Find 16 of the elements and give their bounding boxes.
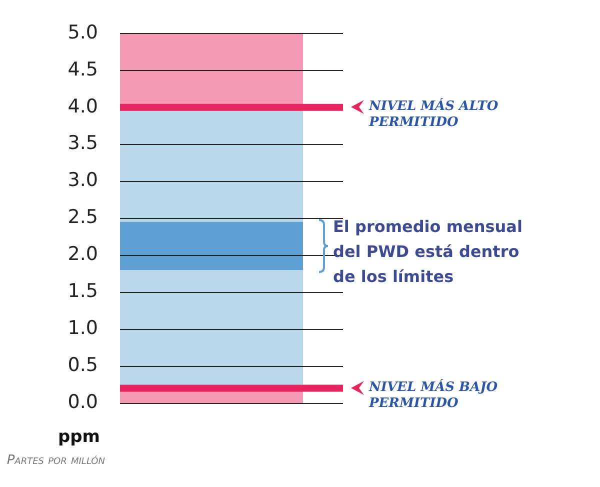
- y-axis-title: ppm: [56, 427, 100, 447]
- text: Partes por millón: [6, 453, 105, 468]
- band-label: El promedio mensual del PWD está dentro de los límites: [333, 216, 524, 288]
- y-tick-label: 1.0: [68, 317, 98, 340]
- ref-line-label: NIVEL MÁS ALTO PERMITIDO: [369, 99, 500, 132]
- ref-line-label: NIVEL MÁS BAJO PERMITIDO: [369, 380, 499, 412]
- y-tick-label: 0.5: [68, 354, 98, 376]
- y-tick-label: 3.5: [68, 132, 98, 154]
- y-tick-label: 4.0: [68, 95, 98, 118]
- y-tick-label: 2.5: [68, 206, 98, 228]
- y-tick-label: 4.5: [68, 58, 98, 80]
- y-tick-label: 1.5: [68, 280, 98, 302]
- y-tick-label: 0.0: [68, 390, 98, 413]
- y-tick-label: 3.0: [68, 169, 98, 192]
- y-tick-label: 2.0: [68, 243, 98, 266]
- y-tick-label: 5.0: [68, 21, 98, 44]
